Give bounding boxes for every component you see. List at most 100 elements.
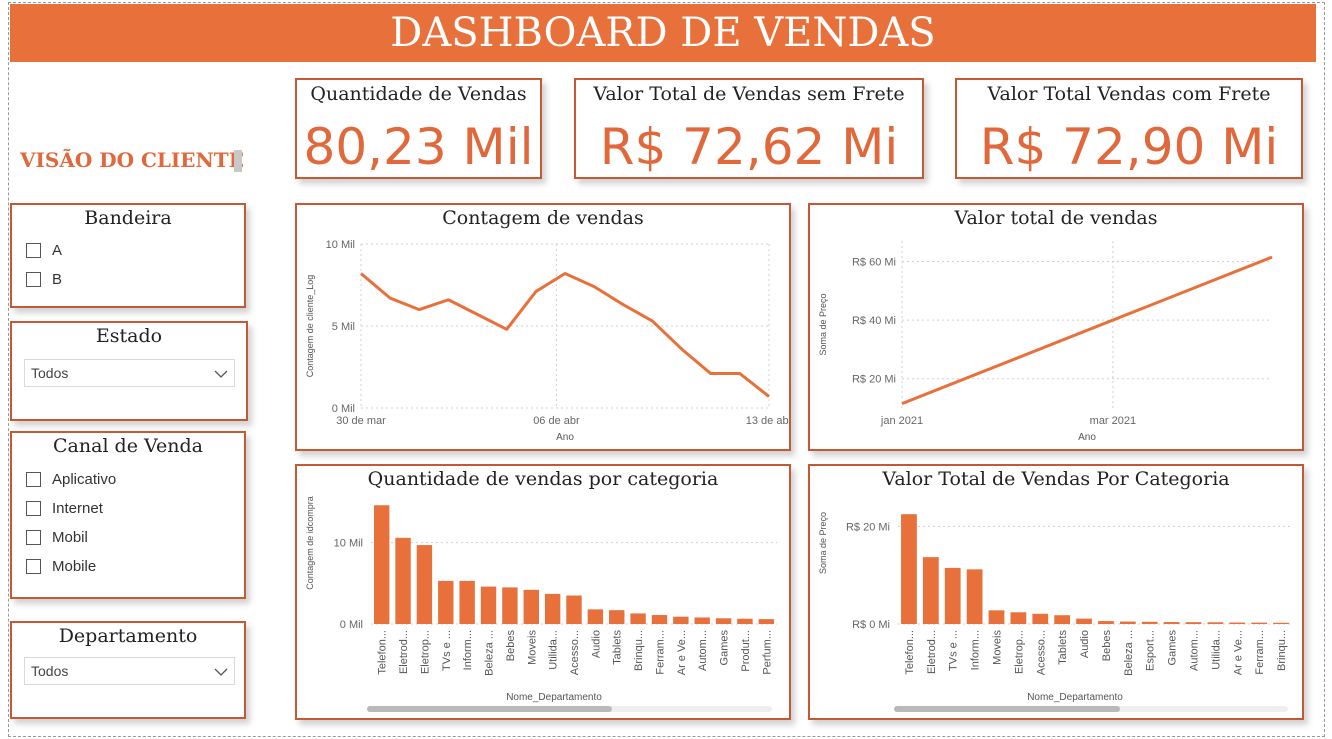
- line-chart-valor: R$ 20 Mi R$ 40 Mi R$ 60 Mi jan 2021 mar 2021…: [818, 241, 1273, 443]
- bar: [758, 619, 775, 624]
- checkbox-icon[interactable]: [26, 243, 41, 258]
- kpi-value: R$ 72,62 Mi: [599, 118, 899, 176]
- x-tick-label: Telefon...: [904, 630, 916, 675]
- kpi-label: Valor Total Vendas com Frete: [987, 83, 1271, 105]
- bar: [694, 617, 710, 624]
- slicer-title: Estado: [95, 325, 163, 347]
- bar: [1119, 621, 1136, 624]
- x-tick-label: 13 de abr: [746, 415, 789, 427]
- checkbox-option-b[interactable]: B: [26, 271, 62, 288]
- bar: [1207, 622, 1224, 624]
- text-cursor-marker: [234, 150, 242, 172]
- x-tick-label: Games: [719, 630, 731, 666]
- checkbox-icon[interactable]: [26, 272, 41, 287]
- x-tick-label: Ar e Ve...: [1232, 630, 1244, 675]
- bar: [715, 618, 732, 624]
- x-tick-label: Inform...: [970, 630, 982, 670]
- checkbox-option-mobile[interactable]: Mobile: [26, 558, 96, 575]
- scrollbar-thumb[interactable]: [894, 706, 1120, 712]
- y-axis-label: Contagem de idcompra: [305, 496, 315, 590]
- checkbox-label: B: [52, 271, 63, 288]
- scrollbar-thumb[interactable]: [367, 706, 612, 712]
- bar: [416, 545, 433, 624]
- bar: [901, 514, 917, 624]
- x-tick-label: Beleza ...: [1123, 630, 1135, 676]
- slicer-canal-de-venda: Canal de Venda Aplicativo Internet Mobil…: [10, 431, 246, 599]
- bar: [1273, 622, 1289, 624]
- line-chart-contagem: 0 Mil 5 Mil 10 Mil 30 de mar 06 de abr 13 de …: [305, 239, 789, 443]
- chevron-down-icon[interactable]: [214, 365, 228, 381]
- checkbox-icon[interactable]: [26, 501, 41, 516]
- x-tick-label: Acesso...: [1035, 630, 1047, 675]
- bar: [609, 610, 625, 624]
- x-tick-label: Eletrop...: [419, 630, 431, 674]
- checkbox-option-a[interactable]: A: [26, 242, 62, 259]
- section-title: VISÃO DO CLIENTE: [20, 148, 244, 172]
- x-tick-label: Eletrod...: [398, 630, 410, 674]
- x-tick-label: mar 2021: [1090, 415, 1136, 427]
- chevron-down-icon[interactable]: [214, 663, 228, 679]
- departamento-dropdown[interactable]: Todos: [24, 657, 235, 685]
- bar: [459, 580, 475, 624]
- kpi-label: Quantidade de Vendas: [310, 83, 527, 105]
- chart-title: Valor Total de Vendas Por Categoria: [882, 468, 1230, 490]
- bar: [1163, 622, 1180, 624]
- bar: [1054, 615, 1071, 624]
- slicer-estado: Estado Todos: [10, 321, 248, 421]
- bar: [651, 615, 668, 624]
- bar: [922, 557, 939, 624]
- checkbox-icon[interactable]: [26, 559, 41, 574]
- x-tick-label: Ar e Ve...: [676, 630, 688, 675]
- bar: [523, 589, 539, 624]
- bar: [944, 567, 961, 624]
- x-tick-label: Acesso...: [569, 630, 581, 675]
- chart-card-contagem-vendas: Contagem de vendas 0 Mil 5 Mil 10 Mil 30 de…: [295, 203, 791, 451]
- slicer-bandeira: Bandeira A B: [10, 203, 246, 308]
- chart-card-valor-categoria: Valor Total de Vendas Por Categoria R$ 0…: [808, 464, 1304, 720]
- x-tick-label: 30 de mar: [336, 415, 386, 427]
- chart-title: Valor total de vendas: [954, 207, 1158, 229]
- estado-dropdown[interactable]: Todos: [24, 359, 235, 387]
- bar: [1251, 622, 1268, 624]
- checkbox-icon[interactable]: [26, 530, 41, 545]
- y-tick-label: 0 Mil: [332, 403, 355, 415]
- x-axis-label: Nome_Departamento: [506, 692, 602, 703]
- x-tick-label: Produt...: [740, 630, 752, 672]
- bar: [1098, 621, 1114, 624]
- slicer-title: Bandeira: [84, 207, 172, 229]
- bar: [630, 613, 646, 624]
- x-tick-label: Telefon...: [377, 630, 389, 675]
- bar: [1032, 613, 1049, 624]
- x-axis-label: Nome_Departamento: [1027, 692, 1123, 703]
- kpi-card-valor-sem-frete: Valor Total de Vendas sem Frete R$ 72,62…: [574, 78, 924, 179]
- x-axis-label: Ano: [556, 432, 574, 443]
- x-tick-label: Eletrop...: [1013, 630, 1025, 674]
- dropdown-value: Todos: [31, 365, 69, 381]
- x-tick-label: Autom...: [697, 630, 709, 671]
- x-tick-label: Moveis: [992, 630, 1004, 665]
- y-tick-label: R$ 20 Mi: [852, 374, 896, 386]
- bar: [373, 505, 390, 624]
- chart-card-valor-total: Valor total de vendas R$ 20 Mi R$ 40 Mi R$…: [808, 203, 1304, 451]
- checkbox-label: Aplicativo: [52, 471, 117, 488]
- x-tick-label: Ferram...: [1254, 630, 1266, 675]
- page-border: [8, 2, 1325, 737]
- y-tick-label: R$ 60 Mi: [852, 257, 896, 269]
- checkbox-label: A: [52, 242, 63, 259]
- bar: [737, 618, 753, 624]
- bar: [1229, 622, 1246, 624]
- y-tick-label: R$ 20 Mi: [846, 521, 890, 533]
- chart-title: Quantidade de vendas por categoria: [367, 468, 719, 490]
- kpi-value: R$ 72,90 Mi: [979, 118, 1279, 176]
- checkbox-option-internet[interactable]: Internet: [26, 500, 103, 517]
- checkbox-option-mobil[interactable]: Mobil: [26, 529, 88, 546]
- checkbox-option-aplicativo[interactable]: Aplicativo: [26, 471, 116, 488]
- y-axis-label: Contagem de cliente_Log: [305, 275, 315, 378]
- dropdown-value: Todos: [31, 663, 69, 679]
- x-tick-label: Bebes: [505, 630, 517, 662]
- bar: [587, 609, 604, 624]
- y-tick-label: R$ 40 Mi: [852, 315, 896, 327]
- x-tick-label: Eletrod...: [926, 630, 938, 674]
- checkbox-icon[interactable]: [26, 472, 41, 487]
- series-line: [901, 255, 1273, 405]
